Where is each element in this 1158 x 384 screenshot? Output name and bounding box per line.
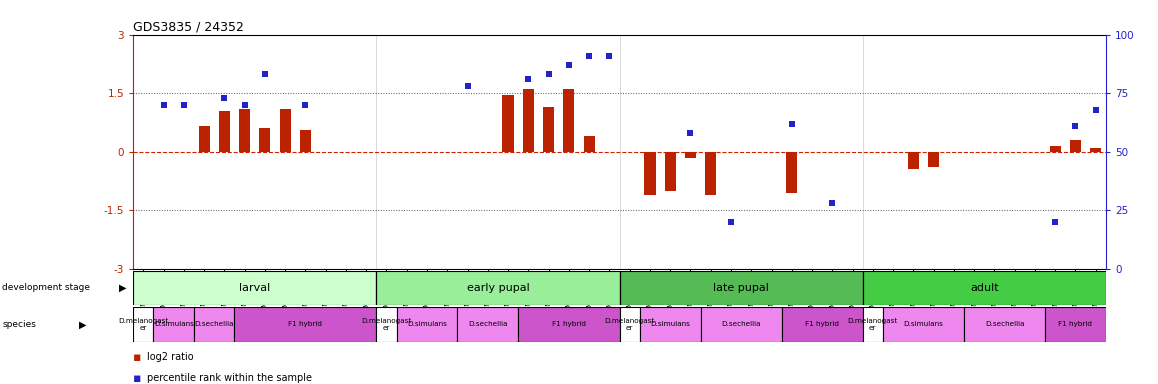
Bar [543,107,555,152]
Bar [705,152,717,195]
Text: D.melanogast
er: D.melanogast er [361,318,411,331]
Bar [133,307,153,342]
Bar [1045,307,1106,342]
Bar [701,307,782,342]
Text: D.simulans: D.simulans [651,321,690,328]
Text: D.sechellia: D.sechellia [468,321,507,328]
Bar [563,89,574,152]
Bar [219,111,230,152]
Text: early pupal: early pupal [467,283,529,293]
Bar [684,152,696,157]
Bar [503,95,514,152]
Text: adult: adult [970,283,998,293]
Text: D.simulans: D.simulans [154,321,193,328]
Bar [882,307,963,342]
Bar [620,271,863,305]
Bar [153,307,193,342]
Bar [300,130,312,152]
Bar [1049,146,1061,152]
Text: larval: larval [240,283,270,293]
Text: F1 hybrid: F1 hybrid [805,321,840,328]
Bar [279,109,291,152]
Bar [198,126,210,152]
Text: D.sechellia: D.sechellia [195,321,234,328]
Bar [133,271,376,305]
Bar [522,89,534,152]
Text: ▪: ▪ [133,351,141,364]
Bar [908,152,919,169]
Text: ▪: ▪ [133,372,141,384]
Bar [396,307,457,342]
Text: D.melanogast
er: D.melanogast er [848,318,897,331]
Bar [644,152,655,195]
Text: D.melanogast
er: D.melanogast er [604,318,654,331]
Bar [1070,140,1082,152]
Bar [863,307,882,342]
Text: log2 ratio: log2 ratio [147,352,193,362]
Bar [239,109,250,152]
Bar [234,307,376,342]
Bar [928,152,939,167]
Bar [518,307,620,342]
Bar [259,128,271,152]
Text: D.simulans: D.simulans [408,321,447,328]
Text: D.melanogast
er: D.melanogast er [118,318,168,331]
Text: species: species [2,320,36,329]
Bar [863,271,1106,305]
Text: ▶: ▶ [119,283,126,293]
Bar [963,307,1045,342]
Text: development stage: development stage [2,283,90,293]
Bar [620,307,639,342]
Bar [193,307,234,342]
Bar [584,136,595,152]
Text: D.simulans: D.simulans [903,321,944,328]
Bar [786,152,798,193]
Text: F1 hybrid: F1 hybrid [288,321,322,328]
Bar [457,307,518,342]
Bar [376,271,620,305]
Text: D.sechellia: D.sechellia [984,321,1025,328]
Bar [665,152,676,191]
Bar [1090,148,1101,152]
Bar [639,307,701,342]
Text: D.sechellia: D.sechellia [721,321,761,328]
Text: late pupal: late pupal [713,283,769,293]
Bar [376,307,396,342]
Bar [782,307,863,342]
Text: percentile rank within the sample: percentile rank within the sample [147,373,312,383]
Text: GDS3835 / 24352: GDS3835 / 24352 [133,20,244,33]
Text: F1 hybrid: F1 hybrid [552,321,586,328]
Text: F1 hybrid: F1 hybrid [1058,321,1092,328]
Text: ▶: ▶ [79,319,86,329]
